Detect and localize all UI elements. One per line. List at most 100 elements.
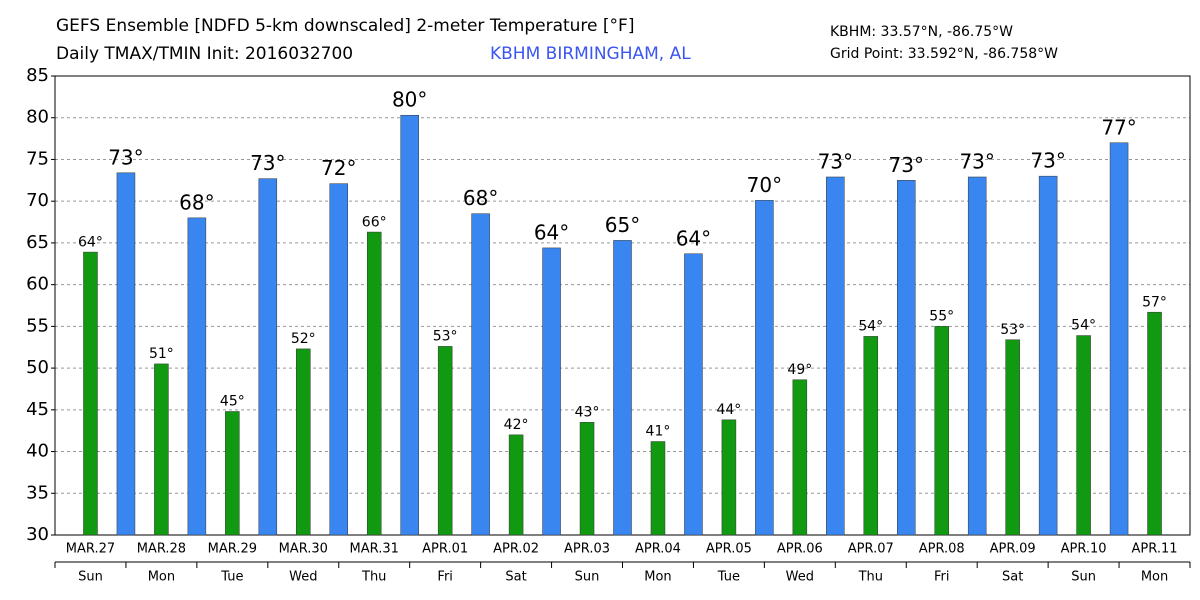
bar (863, 336, 879, 536)
x-tick-label: MAR.30 (279, 542, 328, 557)
weekday-label: Sun (78, 570, 103, 585)
y-tick-label: 70 (26, 190, 49, 211)
weekday-label: Sun (575, 570, 600, 585)
weekday-label: Tue (220, 570, 243, 585)
bar (934, 326, 949, 536)
bar (296, 348, 311, 536)
weekday-label: Thu (858, 570, 883, 585)
value-label: 44° (716, 402, 741, 418)
weekday-label: Sat (1002, 570, 1023, 585)
bar (508, 434, 524, 536)
bar (437, 346, 453, 536)
value-label: 73° (889, 153, 924, 177)
value-label: 64° (78, 234, 103, 250)
bar (1147, 311, 1162, 536)
value-label: 55° (929, 309, 954, 325)
value-label: 73° (108, 145, 143, 169)
bar (1076, 335, 1091, 536)
y-tick-label: 55 (26, 315, 49, 336)
value-label: 64° (534, 220, 569, 244)
value-label: 43° (575, 405, 600, 421)
value-label: 64° (676, 226, 711, 250)
value-label: 68° (179, 190, 214, 214)
bar (542, 247, 561, 536)
value-label: 57° (1142, 294, 1167, 310)
x-tick-label: APR.07 (848, 542, 894, 557)
value-label: 73° (250, 151, 285, 175)
value-label: 51° (149, 346, 174, 362)
bar (721, 419, 737, 536)
x-tick-label: MAR.31 (350, 542, 399, 557)
value-label: 54° (1071, 318, 1096, 334)
x-tick-label: APR.10 (1061, 542, 1107, 557)
y-tick-label: 45 (26, 399, 49, 420)
bar (792, 379, 808, 536)
value-label: 66° (362, 214, 387, 230)
bar (826, 176, 845, 536)
value-label: 73° (818, 149, 853, 173)
value-label: 49° (787, 362, 812, 378)
x-tick-label: APR.06 (777, 542, 823, 557)
bar (755, 200, 774, 536)
x-tick-label: APR.02 (493, 542, 539, 557)
bar (471, 213, 490, 536)
weekday-label: Sun (1071, 570, 1096, 585)
weekday-label: Sat (505, 570, 526, 585)
bar (1005, 339, 1020, 536)
bar (684, 253, 703, 536)
y-tick-label: 75 (26, 148, 49, 169)
station: KBHM: 33.57°N, -86.75°W (830, 24, 1013, 40)
y-tick-label: 40 (26, 441, 49, 462)
value-label: 41° (646, 424, 671, 440)
value-label: 54° (858, 319, 883, 335)
bar (225, 411, 240, 536)
weekday-label: Mon (1141, 570, 1168, 585)
x-tick-label: APR.03 (564, 542, 610, 557)
value-label: 53° (433, 329, 458, 345)
bar (187, 217, 207, 536)
bar (400, 114, 419, 536)
y-tick-label: 65 (26, 232, 49, 253)
value-label: 45° (220, 394, 245, 410)
value-label: 65° (605, 213, 640, 237)
weekday-label: Fri (934, 570, 950, 585)
y-tick-label: 35 (26, 482, 49, 503)
bar (83, 251, 98, 536)
value-label: 53° (1000, 322, 1025, 338)
weekday-label: Fri (437, 570, 453, 585)
value-label: 80° (392, 88, 427, 112)
weekday-label: Mon (148, 570, 175, 585)
chart-subtitle: Daily TMAX/TMIN Init: 2016032700 (56, 44, 353, 64)
weekday-label: Wed (786, 570, 814, 585)
grid-point: Grid Point: 33.592°N, -86.758°W (830, 46, 1058, 62)
y-tick-label: 50 (26, 357, 49, 378)
bar (366, 231, 382, 536)
bar (1109, 142, 1129, 536)
value-label: 52° (291, 331, 316, 347)
value-label: 77° (1101, 115, 1136, 139)
value-label: 42° (504, 417, 529, 433)
y-tick-label: 30 (26, 524, 49, 545)
bar (897, 180, 916, 536)
bar (967, 176, 987, 536)
value-label: 72° (321, 156, 356, 180)
x-tick-label: APR.09 (990, 542, 1036, 557)
chart-title: GEFS Ensemble [NDFD 5-km downscaled] 2-m… (56, 16, 634, 36)
y-tick-label: 80 (26, 107, 49, 128)
x-tick-label: APR.08 (919, 542, 965, 557)
bar (154, 363, 169, 536)
x-tick-label: APR.11 (1132, 542, 1178, 557)
bar (1038, 175, 1058, 536)
bar (650, 441, 666, 536)
y-tick-label: 60 (26, 274, 49, 295)
x-tick-label: MAR.29 (208, 542, 257, 557)
value-label: 73° (959, 149, 994, 173)
y-tick-label: 85 (26, 65, 49, 86)
value-label: 68° (463, 186, 498, 210)
bar (613, 240, 632, 536)
weekday-label: Mon (644, 570, 671, 585)
bar (579, 422, 595, 536)
location: KBHM BIRMINGHAM, AL (490, 44, 691, 64)
value-label: 73° (1030, 149, 1065, 173)
